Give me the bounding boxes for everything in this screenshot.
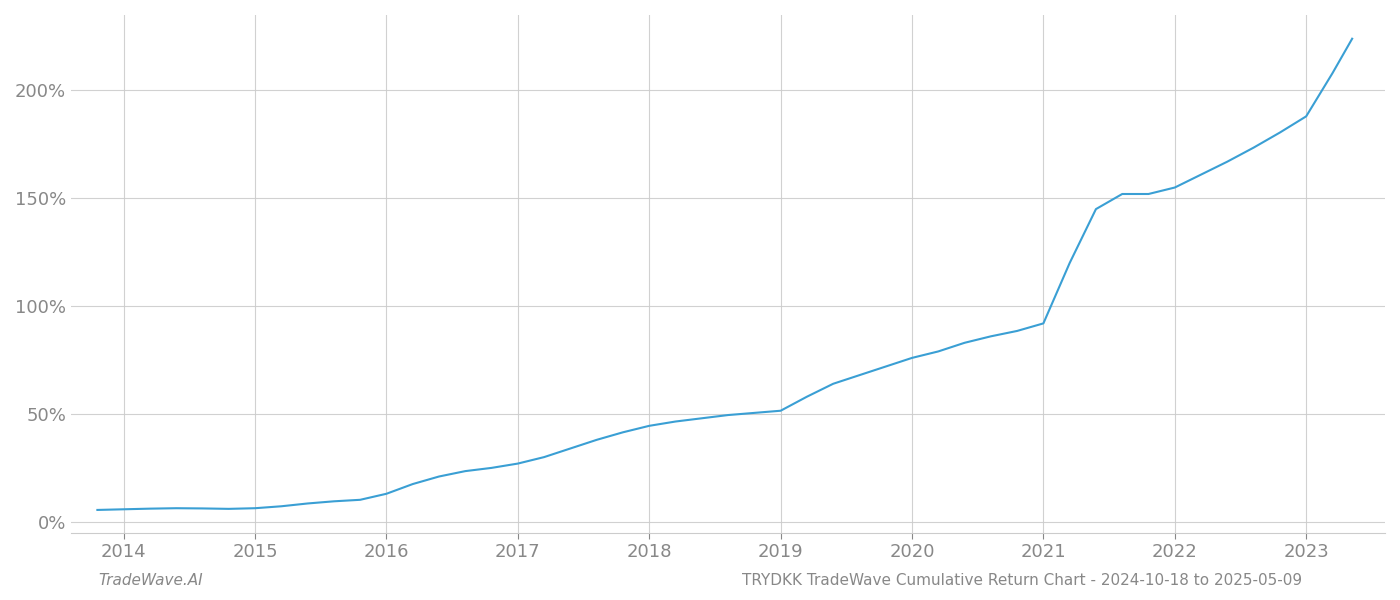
Text: TradeWave.AI: TradeWave.AI (98, 573, 203, 588)
Text: TRYDKK TradeWave Cumulative Return Chart - 2024-10-18 to 2025-05-09: TRYDKK TradeWave Cumulative Return Chart… (742, 573, 1302, 588)
